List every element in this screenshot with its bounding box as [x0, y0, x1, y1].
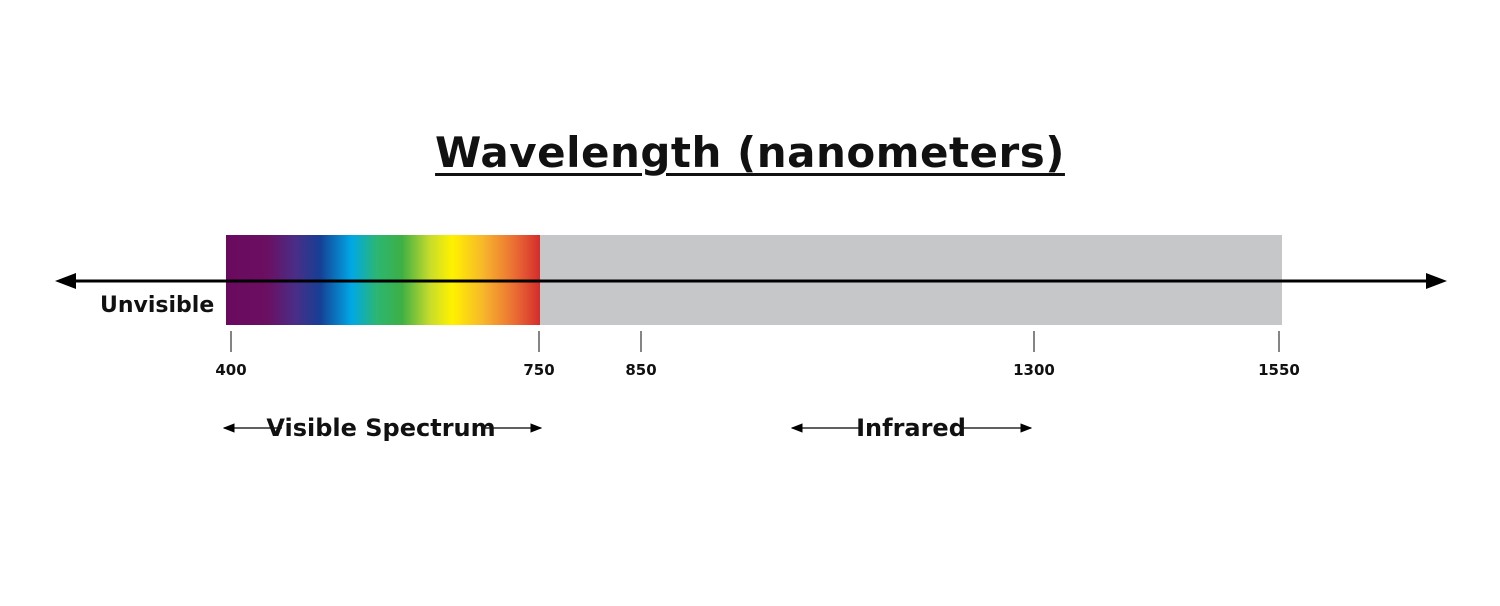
tick-label: 400	[215, 361, 246, 379]
tick-label: 1550	[1258, 361, 1300, 379]
infrared-label: Infrared	[856, 414, 966, 442]
axis-left-arrow-icon	[55, 273, 76, 289]
tick-label: 750	[523, 361, 554, 379]
page-title: Wavelength (nanometers)	[435, 128, 1065, 177]
tick-label: 850	[625, 361, 656, 379]
unvisible-label: Unvisible	[100, 293, 214, 318]
axis-right-arrow-icon	[1426, 273, 1447, 289]
visible-spectrum-label: Visible Spectrum	[266, 414, 495, 442]
tick-label: 1300	[1013, 361, 1055, 379]
